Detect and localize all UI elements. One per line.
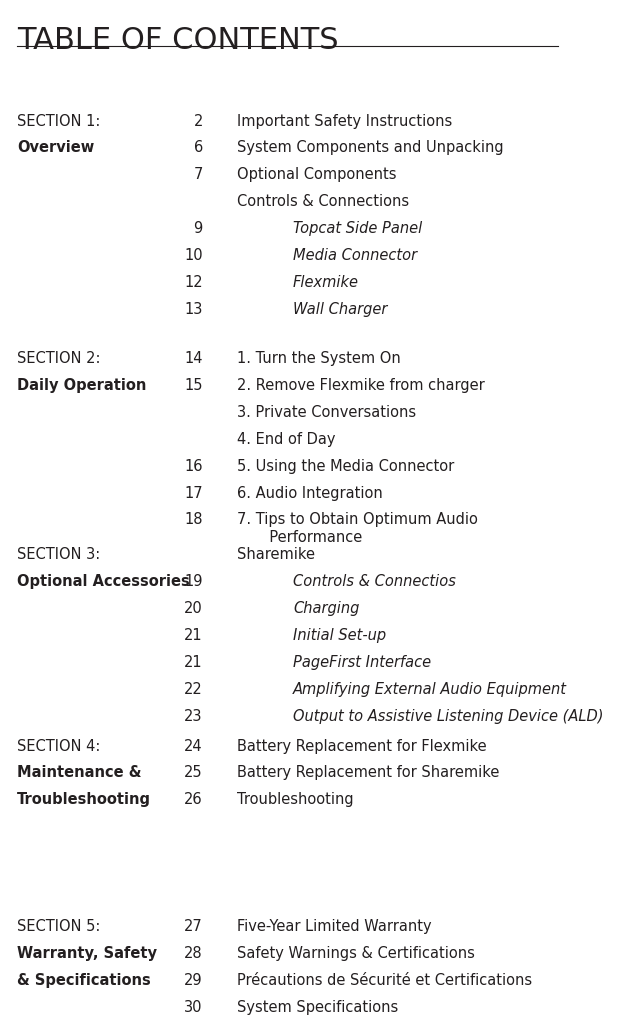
Text: 1. Turn the System On: 1. Turn the System On bbox=[237, 351, 401, 367]
Text: 23: 23 bbox=[184, 709, 203, 724]
Text: 9: 9 bbox=[194, 221, 203, 237]
Text: 22: 22 bbox=[184, 682, 203, 697]
Text: Output to Assistive Listening Device (ALD): Output to Assistive Listening Device (AL… bbox=[293, 709, 603, 724]
Text: Wall Charger: Wall Charger bbox=[293, 302, 387, 317]
Text: 13: 13 bbox=[185, 302, 203, 317]
Text: 2: 2 bbox=[194, 114, 203, 129]
Text: 7: 7 bbox=[194, 167, 203, 183]
Text: 19: 19 bbox=[184, 574, 203, 590]
Text: 2. Remove Flexmike from charger: 2. Remove Flexmike from charger bbox=[237, 378, 484, 394]
Text: 14: 14 bbox=[184, 351, 203, 367]
Text: Overview: Overview bbox=[17, 140, 94, 156]
Text: Optional Accessories: Optional Accessories bbox=[17, 574, 190, 590]
Text: Flexmike: Flexmike bbox=[293, 275, 359, 290]
Text: 17: 17 bbox=[184, 486, 203, 501]
Text: 15: 15 bbox=[184, 378, 203, 394]
Text: & Specifications: & Specifications bbox=[17, 973, 151, 989]
Text: 30: 30 bbox=[184, 1000, 203, 1015]
Text: SECTION 3:: SECTION 3: bbox=[17, 547, 100, 563]
Text: System Specifications: System Specifications bbox=[237, 1000, 398, 1015]
Text: 10: 10 bbox=[184, 248, 203, 263]
Text: Media Connector: Media Connector bbox=[293, 248, 417, 263]
Text: Troubleshooting: Troubleshooting bbox=[237, 792, 354, 808]
Text: 29: 29 bbox=[184, 973, 203, 989]
Text: 27: 27 bbox=[184, 919, 203, 935]
Text: 25: 25 bbox=[184, 765, 203, 781]
Text: Charging: Charging bbox=[293, 601, 359, 617]
Text: SECTION 5:: SECTION 5: bbox=[17, 919, 100, 935]
Text: TABLE OF CONTENTS: TABLE OF CONTENTS bbox=[17, 26, 338, 55]
Text: Sharemike: Sharemike bbox=[237, 547, 315, 563]
Text: Initial Set-up: Initial Set-up bbox=[293, 628, 386, 644]
Text: 20: 20 bbox=[184, 601, 203, 617]
Text: 21: 21 bbox=[184, 655, 203, 670]
Text: 7. Tips to Obtain Optimum Audio
       Performance: 7. Tips to Obtain Optimum Audio Performa… bbox=[237, 512, 478, 544]
Text: 21: 21 bbox=[184, 628, 203, 644]
Text: Controls & Connectios: Controls & Connectios bbox=[293, 574, 456, 590]
Text: 5. Using the Media Connector: 5. Using the Media Connector bbox=[237, 459, 454, 474]
Text: 3. Private Conversations: 3. Private Conversations bbox=[237, 405, 416, 420]
Text: Topcat Side Panel: Topcat Side Panel bbox=[293, 221, 422, 237]
Text: 12: 12 bbox=[184, 275, 203, 290]
Text: PageFirst Interface: PageFirst Interface bbox=[293, 655, 431, 670]
Text: 16: 16 bbox=[184, 459, 203, 474]
Text: 6. Audio Integration: 6. Audio Integration bbox=[237, 486, 382, 501]
Text: Amplifying External Audio Equipment: Amplifying External Audio Equipment bbox=[293, 682, 567, 697]
Text: SECTION 2:: SECTION 2: bbox=[17, 351, 101, 367]
Text: 28: 28 bbox=[184, 946, 203, 962]
Text: SECTION 1:: SECTION 1: bbox=[17, 114, 100, 129]
Text: Battery Replacement for Sharemike: Battery Replacement for Sharemike bbox=[237, 765, 499, 781]
Text: 24: 24 bbox=[184, 739, 203, 754]
Text: Safety Warnings & Certifications: Safety Warnings & Certifications bbox=[237, 946, 475, 962]
Text: Five-Year Limited Warranty: Five-Year Limited Warranty bbox=[237, 919, 431, 935]
Text: Battery Replacement for Flexmike: Battery Replacement for Flexmike bbox=[237, 739, 486, 754]
Text: Troubleshooting: Troubleshooting bbox=[17, 792, 151, 808]
Text: Controls & Connections: Controls & Connections bbox=[237, 194, 409, 210]
Text: Warranty, Safety: Warranty, Safety bbox=[17, 946, 157, 962]
Text: Précautions de Sécurité et Certifications: Précautions de Sécurité et Certification… bbox=[237, 973, 532, 989]
Text: SECTION 4:: SECTION 4: bbox=[17, 739, 100, 754]
Text: 4. End of Day: 4. End of Day bbox=[237, 432, 335, 447]
Text: Daily Operation: Daily Operation bbox=[17, 378, 147, 394]
Text: 26: 26 bbox=[184, 792, 203, 808]
Text: System Components and Unpacking: System Components and Unpacking bbox=[237, 140, 503, 156]
Text: Maintenance &: Maintenance & bbox=[17, 765, 141, 781]
Text: Optional Components: Optional Components bbox=[237, 167, 396, 183]
Text: 18: 18 bbox=[184, 512, 203, 528]
Text: 6: 6 bbox=[194, 140, 203, 156]
Text: Important Safety Instructions: Important Safety Instructions bbox=[237, 114, 452, 129]
